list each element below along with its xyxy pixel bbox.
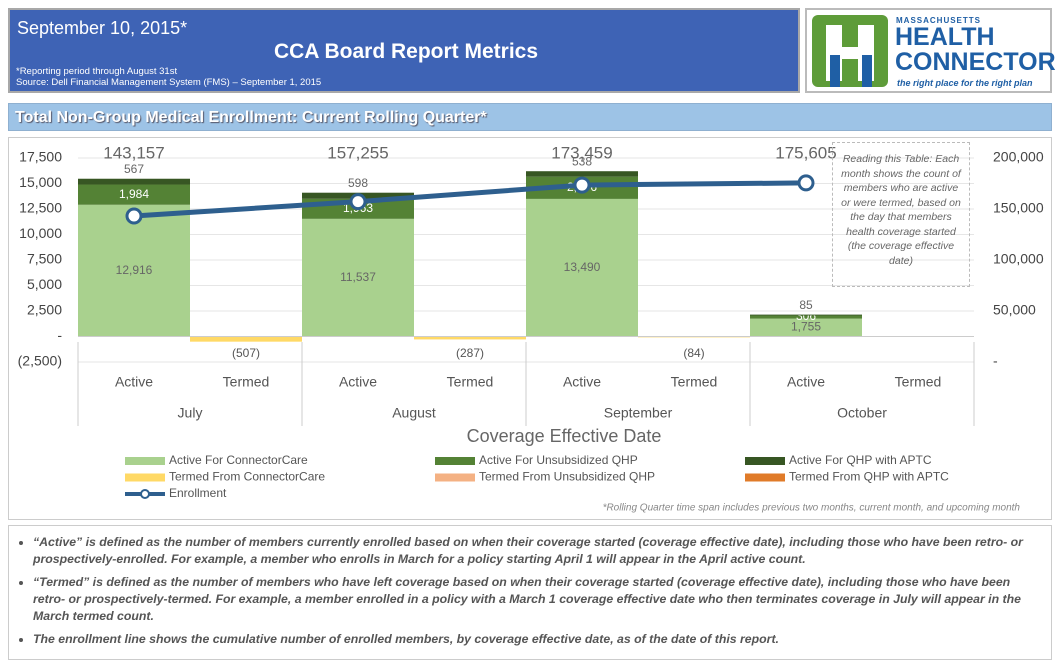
y-tick-label: 5,000 (27, 276, 62, 292)
legend-label: Active For ConnectorCare (169, 453, 308, 467)
logo: MASSACHUSETTS HEALTH CONNECTOR the right… (805, 8, 1056, 93)
x-tick-label: Active (115, 374, 153, 390)
definition: “Termed” is defined as the number of mem… (33, 574, 1041, 625)
header: September 10, 2015* CCA Board Report Met… (8, 8, 800, 93)
bar-segment (190, 336, 302, 342)
x-tick-label: Termed (895, 374, 942, 390)
bar-segment (302, 218, 414, 337)
bar-segment (78, 184, 190, 205)
enrollment-point (125, 207, 143, 225)
enrollment-point (573, 176, 591, 194)
logo-icon (812, 15, 888, 87)
bar-segment (526, 198, 638, 337)
bar-segment (526, 171, 638, 177)
report-date: September 10, 2015* (17, 18, 188, 38)
data-label: 538 (572, 154, 592, 168)
x-tick-label: Termed (671, 374, 718, 390)
enrollment-label: 143,157 (103, 143, 164, 162)
y-tick-label: 12,500 (19, 200, 62, 216)
reporting-note: *Reporting period through August 31st (16, 66, 178, 77)
data-label: 567 (124, 162, 144, 176)
bar-segment (78, 204, 190, 337)
logo-state: MASSACHUSETTS (896, 16, 982, 25)
logo-connector: CONNECTOR (895, 48, 1056, 76)
group-label: October (837, 405, 887, 421)
plot: Coverage Effective Date *Rolling Quarter… (18, 143, 1044, 513)
data-label: 306 (796, 309, 816, 323)
y2-tick-label: 100,000 (993, 251, 1044, 267)
bar-segment (750, 318, 862, 337)
data-label: 13,490 (564, 260, 601, 274)
x-tick-label: Active (339, 374, 377, 390)
source-note: Source: Dell Financial Management System… (16, 77, 322, 88)
bar-segment (78, 178, 190, 185)
bar-segment (750, 314, 862, 316)
x-tick-label: Active (563, 374, 601, 390)
data-label: (84) (683, 346, 704, 360)
chart-frame: Coverage Effective Date *Rolling Quarter… (8, 137, 1052, 520)
chart: Coverage Effective Date *Rolling Quarter… (18, 143, 1044, 513)
legend-label: Enrollment (169, 486, 227, 500)
data-label: 1,755 (791, 320, 821, 334)
legend-label: Termed From QHP with APTC (789, 470, 949, 484)
y2-tick-label: 200,000 (993, 149, 1044, 165)
y-tick-label: 17,500 (19, 149, 62, 165)
footnote: *Rolling Quarter time span includes prev… (603, 503, 1021, 514)
report-title: CCA Board Report Metrics (273, 40, 539, 63)
legend-label: Termed From ConnectorCare (169, 470, 325, 484)
legend-swatch (745, 457, 785, 465)
data-label: 1,984 (119, 187, 149, 201)
definitions: “Active” is defined as the number of mem… (8, 525, 1052, 660)
definition-list: “Active” is defined as the number of mem… (15, 534, 1041, 648)
definition: “Active” is defined as the number of mem… (33, 534, 1041, 568)
y-tick-label: - (57, 327, 62, 343)
x-axis-title: Coverage Effective Date (467, 426, 662, 446)
y2-tick-label: 50,000 (993, 302, 1036, 318)
legend-label: Termed From Unsubsidized QHP (479, 470, 655, 484)
y2-tick-label: 150,000 (993, 200, 1044, 216)
data-label: 12,916 (116, 263, 153, 277)
legend-label: Active For Unsubsidized QHP (479, 453, 638, 467)
legend-swatch (745, 473, 785, 482)
y-tick-label: 10,000 (19, 225, 62, 241)
data-label: 85 (799, 298, 813, 312)
legend-swatch (140, 489, 150, 499)
legend-swatch (435, 457, 475, 465)
y-tick-label: (2,500) (18, 353, 62, 369)
group-label: September (604, 405, 673, 421)
y-tick-label: 7,500 (27, 251, 62, 267)
y-tick-label: 2,500 (27, 302, 62, 318)
x-tick-label: Active (787, 374, 825, 390)
logo-health: HEALTH (895, 23, 995, 51)
data-label: 598 (348, 176, 368, 190)
data-label: (507) (232, 346, 260, 360)
logo-tagline: the right place for the right plan (897, 78, 1033, 88)
enrollment-line (133, 180, 807, 219)
enrollment-point (797, 174, 815, 192)
data-label: (287) (456, 346, 484, 360)
group-label: July (178, 405, 203, 421)
legend-swatch (125, 457, 165, 465)
enrollment-label: 173,459 (551, 143, 612, 162)
legend-swatch (125, 473, 165, 482)
definition: The enrollment line shows the cumulative… (33, 631, 1041, 648)
group-label: August (392, 405, 436, 421)
legend-label: Active For QHP with APTC (789, 453, 932, 467)
section-title: Total Non-Group Medical Enrollment: Curr… (8, 103, 1052, 131)
reading-note: Reading this Table: Each month shows the… (832, 142, 970, 287)
enrollment-label: 175,605 (775, 143, 836, 162)
bar-segment (414, 336, 526, 340)
data-label: 11,537 (340, 270, 376, 284)
legend-swatch (435, 473, 475, 482)
y-tick-label: 15,000 (19, 174, 62, 190)
x-tick-label: Termed (223, 374, 270, 390)
enrollment-label: 157,255 (327, 143, 388, 162)
x-tick-label: Termed (447, 374, 494, 390)
bar-segment (750, 315, 862, 319)
enrollment-point (349, 193, 367, 211)
y2-tick-label: - (993, 353, 998, 369)
